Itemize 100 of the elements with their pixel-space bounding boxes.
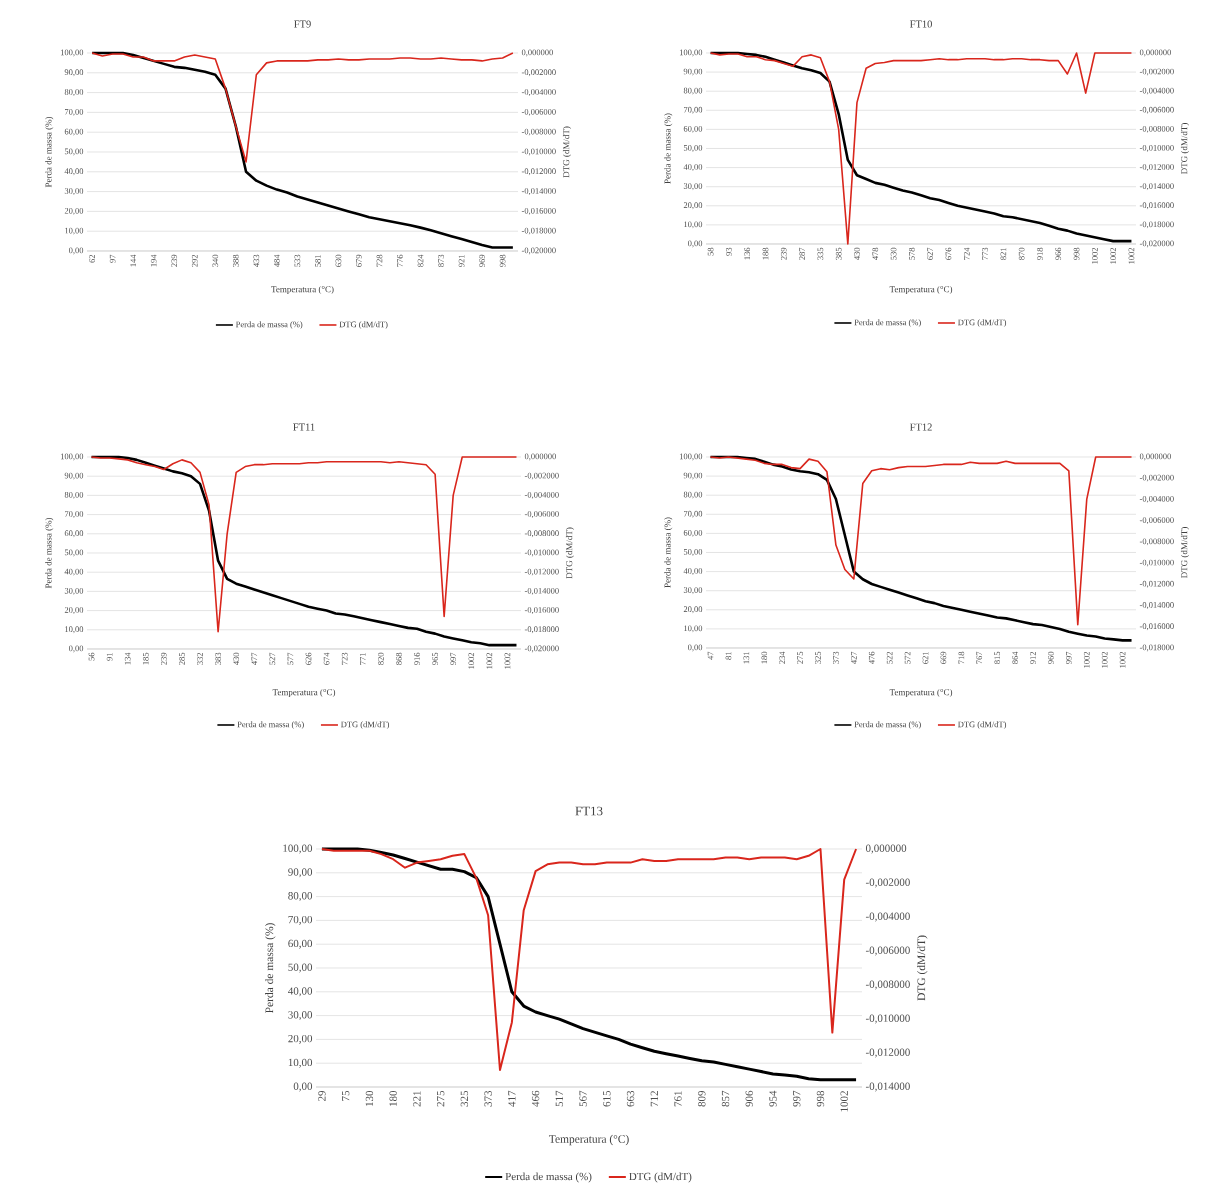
- y2-tick-label: -0,018000: [1139, 221, 1174, 229]
- x-tick-label: 1002: [486, 652, 493, 669]
- y-tick-label: 100,00: [283, 844, 313, 854]
- y-tick-label: 50,00: [683, 145, 703, 152]
- y2-tick-label: 0,000000: [1139, 49, 1171, 57]
- y2-tick-label: -0,014000: [521, 188, 556, 196]
- x-tick-label: 820: [378, 652, 384, 665]
- x-tick-label: 965: [432, 652, 438, 665]
- y-tick-label: 90,00: [683, 68, 703, 76]
- y-tick-label: 90,00: [64, 69, 84, 77]
- x-tick-label: 1002: [1083, 651, 1090, 668]
- x-tick-label: 724: [963, 247, 970, 260]
- legend-label: Perda de massa (%): [854, 319, 921, 327]
- y2-tick-label: -0,004000: [865, 912, 910, 922]
- x-axis-title: Temperatura (°C): [271, 285, 334, 295]
- y-tick-label: 60,00: [288, 939, 313, 949]
- x-tick-label: 577: [287, 652, 294, 665]
- y-tick-label: 20,00: [64, 207, 84, 215]
- x-tick-label: 56: [88, 652, 95, 661]
- y-tick-label: 80,00: [64, 89, 84, 97]
- x-tick-label: 58: [707, 247, 714, 256]
- y2-tick-label: -0,010000: [1139, 559, 1174, 567]
- x-tick-label: 476: [868, 651, 875, 665]
- x-tick-label: 287: [799, 247, 805, 260]
- chart-title: FT9: [294, 20, 311, 28]
- x-tick-label: 221: [413, 1091, 421, 1107]
- x-tick-label: 530: [890, 247, 897, 260]
- y-tick-label: 30,00: [683, 587, 703, 595]
- x-tick-label: 373: [833, 651, 839, 664]
- x-tick-label: 954: [769, 1090, 777, 1107]
- y-tick-label: 30,00: [683, 183, 703, 191]
- x-tick-label: 430: [854, 247, 860, 261]
- legend-label: DTG (dM/dT): [957, 319, 1007, 327]
- y-tick-label: 0,00: [688, 644, 703, 652]
- y-tick-label: 10,00: [65, 626, 84, 634]
- y-tick-label: 80,00: [683, 491, 703, 499]
- y2-tick-label: 0,000000: [521, 49, 553, 57]
- y2-tick-label: -0,004000: [524, 491, 559, 499]
- y2-tick-label: -0,006000: [1139, 517, 1174, 525]
- x-tick-label: 966: [1055, 247, 1062, 260]
- y-tick-label: 10,00: [288, 1058, 313, 1068]
- x-tick-label: 275: [797, 651, 803, 664]
- x-tick-label: 91: [106, 653, 113, 661]
- y-tick-label: 90,00: [288, 868, 313, 878]
- x-tick-label: 188: [762, 247, 769, 260]
- x-tick-label: 180: [761, 651, 768, 664]
- x-tick-label: 430: [233, 652, 240, 666]
- y2-tick-label: -0,008000: [524, 530, 559, 538]
- y2-tick-label: -0,002000: [1139, 68, 1174, 76]
- x-tick-label: 325: [460, 1090, 469, 1107]
- x-tick-label: 918: [1037, 247, 1043, 260]
- y2-tick-label: -0,014000: [524, 587, 559, 595]
- x-tick-label: 998: [499, 254, 506, 267]
- y2-tick-label: -0,020000: [521, 247, 556, 255]
- y2-axis-title: DTG (dM/dT): [1180, 527, 1190, 578]
- legend-label: Perda de massa (%): [854, 721, 921, 729]
- x-tick-label: 1002: [1101, 651, 1108, 668]
- y2-tick-label: -0,006000: [1139, 106, 1174, 114]
- y-tick-label: 40,00: [683, 164, 703, 172]
- x-tick-label: 578: [909, 247, 915, 260]
- y-tick-label: 80,00: [64, 491, 84, 499]
- y-tick-label: 70,00: [288, 915, 313, 925]
- x-tick-label: 1002: [1110, 247, 1116, 264]
- y2-tick-label: -0,002000: [865, 878, 910, 888]
- y-tick-label: 10,00: [684, 625, 703, 633]
- x-tick-label: 517: [555, 1090, 564, 1107]
- y-tick-label: 20,00: [683, 202, 703, 210]
- legend-label: DTG (dM/dT): [339, 321, 388, 329]
- chart-title: FT11: [293, 423, 315, 431]
- x-tick-label: 332: [197, 652, 203, 665]
- x-tick-label: 1002: [1128, 247, 1135, 264]
- y2-tick-label: -0,004000: [1139, 87, 1174, 95]
- y-tick-label: 0,00: [688, 240, 703, 248]
- x-tick-label: 335: [817, 247, 824, 260]
- y2-tick-label: -0,010000: [1139, 145, 1174, 152]
- x-tick-label: 388: [232, 254, 239, 267]
- x-tick-label: 761: [674, 1091, 682, 1107]
- y2-tick-label: -0,008000: [1139, 538, 1174, 546]
- x-tick-label: 674: [323, 652, 330, 665]
- x-tick-label: 234: [779, 651, 785, 664]
- x-tick-label: 809: [698, 1090, 706, 1107]
- x-tick-label: 824: [417, 254, 424, 267]
- x-tick-label: 239: [780, 247, 787, 260]
- y2-tick-label: -0,020000: [524, 645, 559, 653]
- x-tick-label: 912: [1030, 651, 1036, 664]
- y2-tick-label: -0,018000: [524, 626, 559, 634]
- x-tick-label: 997: [793, 1090, 801, 1107]
- x-tick-label: 821: [1000, 248, 1007, 260]
- y2-tick-label: -0,006000: [865, 946, 910, 956]
- x-tick-label: 478: [872, 247, 879, 261]
- y-tick-label: 70,00: [684, 106, 703, 114]
- y2-tick-label: 0,000000: [865, 844, 907, 854]
- y-tick-label: 0,00: [68, 247, 84, 255]
- y-axis-title: Perda de massa (%): [45, 116, 54, 188]
- x-tick-label: 93: [726, 247, 732, 256]
- legend-label: DTG (dM/dT): [340, 721, 390, 729]
- x-tick-label: 581: [315, 255, 321, 267]
- y-tick-label: 40,00: [64, 168, 84, 176]
- y-tick-label: 40,00: [683, 568, 703, 576]
- y2-tick-label: -0,002000: [1139, 474, 1174, 482]
